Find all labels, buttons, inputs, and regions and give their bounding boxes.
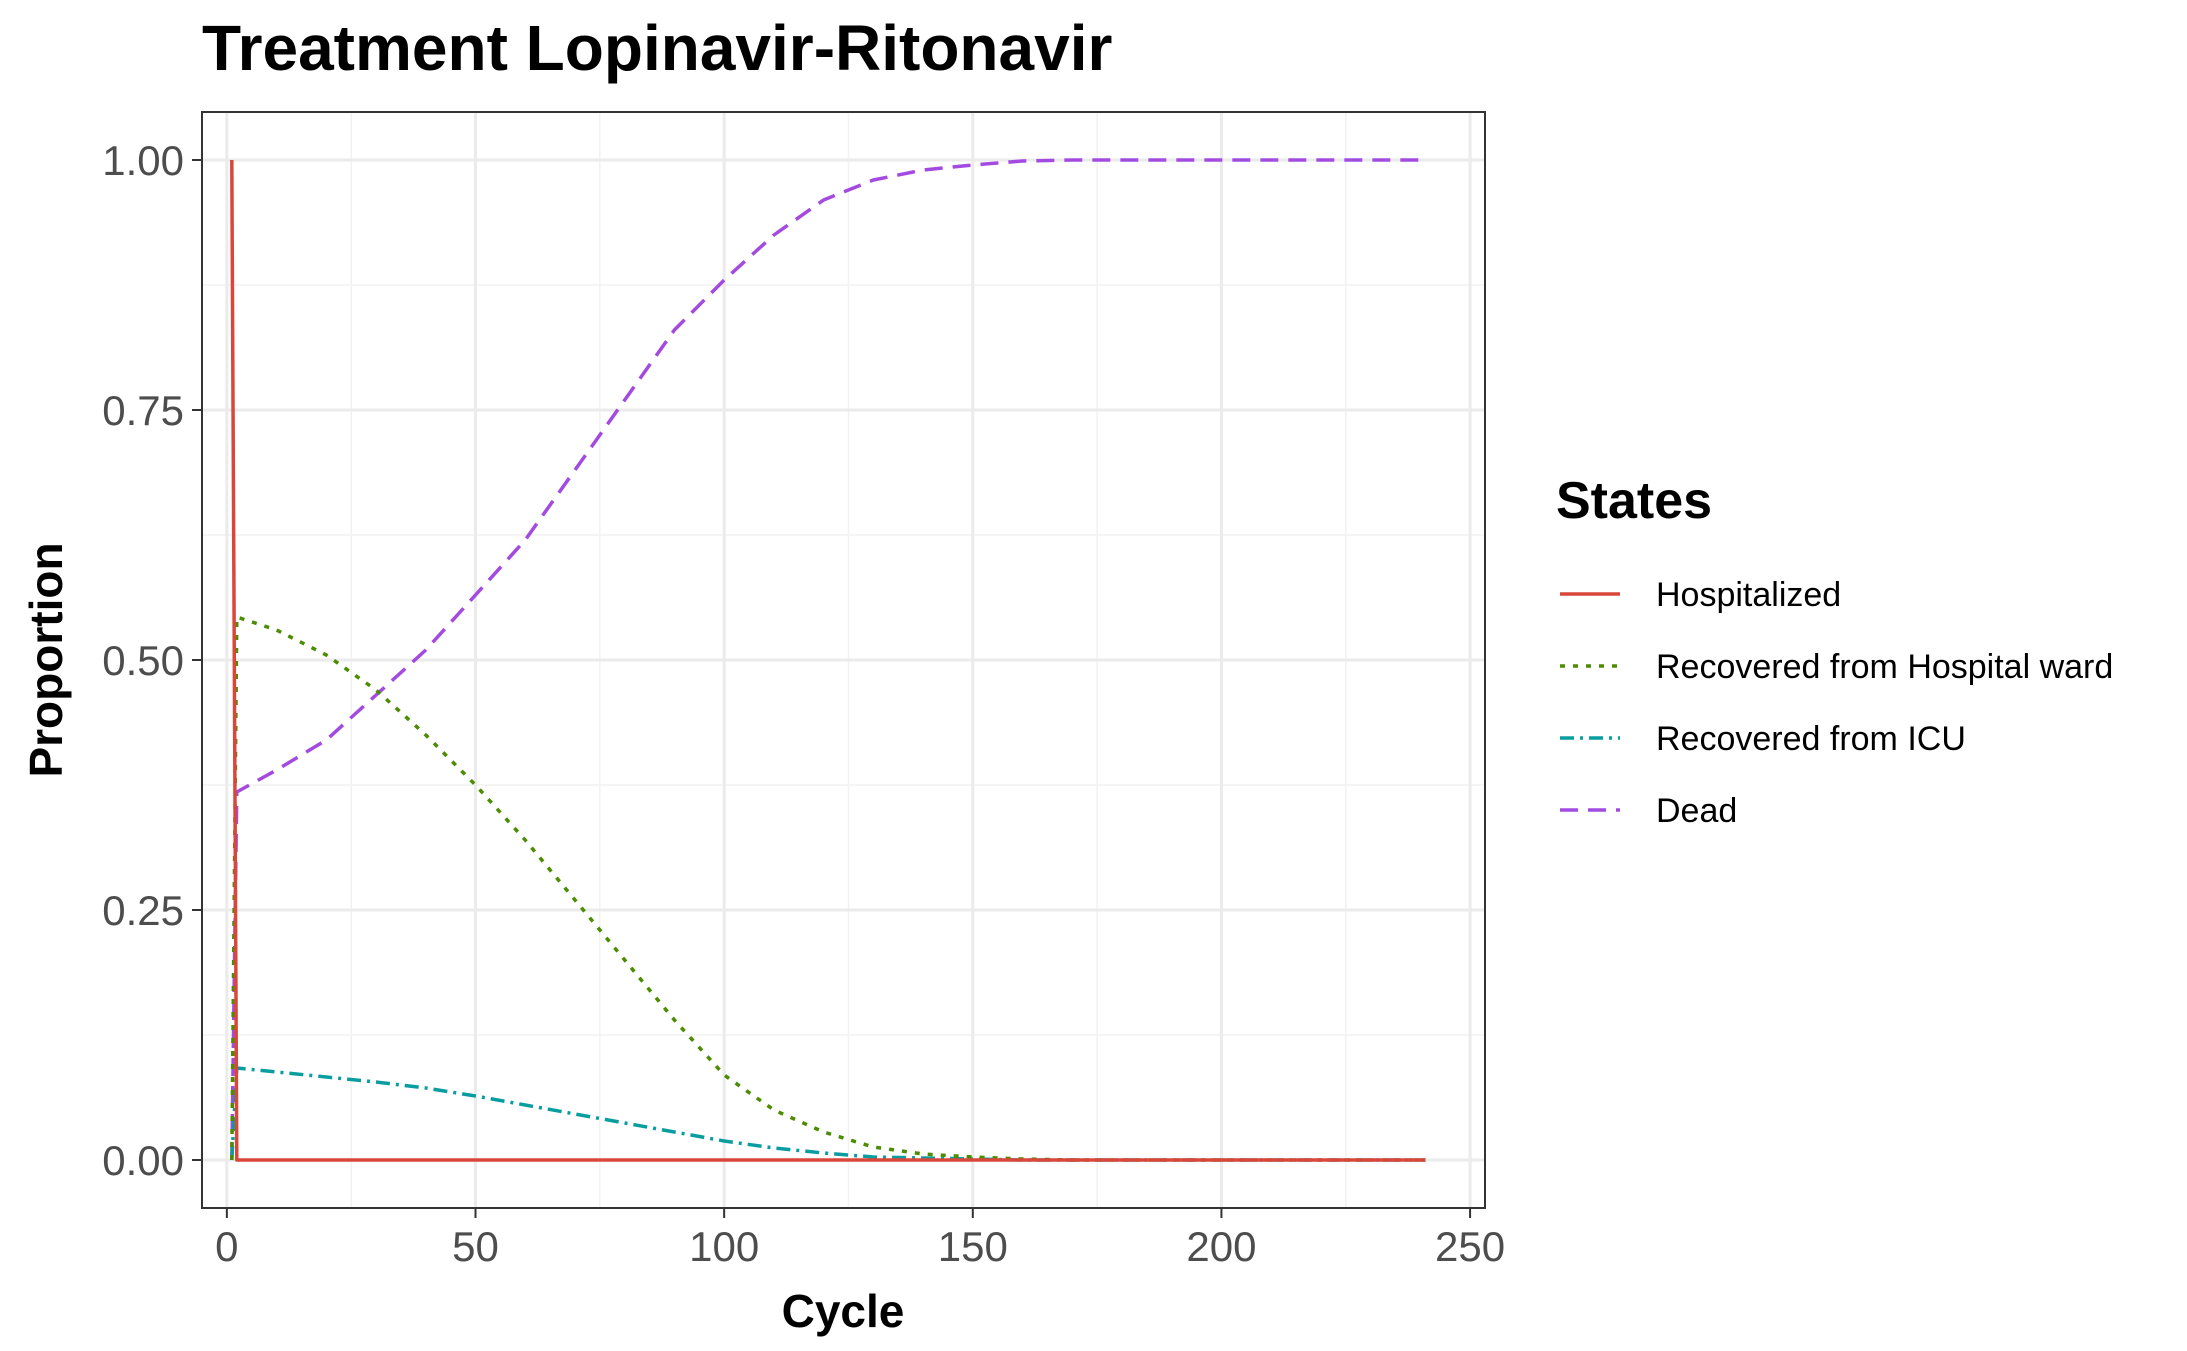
legend-title: States bbox=[1556, 472, 1712, 530]
y-axis-title: Proportion bbox=[20, 542, 72, 777]
chart-title: Treatment Lopinavir-Ritonavir bbox=[202, 12, 1112, 84]
legend-item-dead: Dead bbox=[1560, 792, 1737, 830]
y-tick-label: 0.25 bbox=[102, 887, 184, 934]
x-tick-label: 200 bbox=[1186, 1223, 1256, 1270]
legend-item-hospitalized: Hospitalized bbox=[1560, 576, 1841, 614]
legend-label-dead: Dead bbox=[1656, 792, 1737, 830]
x-tick-label: 100 bbox=[689, 1223, 759, 1270]
y-tick-label: 0.50 bbox=[102, 637, 184, 684]
series-line-recovered-from-hospital-ward bbox=[230, 615, 1426, 1162]
legend-label-hospitalized: Hospitalized bbox=[1656, 576, 1841, 614]
x-tick-label: 0 bbox=[215, 1223, 238, 1270]
y-tick-label: 1.00 bbox=[102, 137, 184, 184]
series-layer bbox=[230, 158, 1426, 1162]
legend-label-recovered-from-hospital-ward: Recovered from Hospital ward bbox=[1656, 648, 2113, 686]
x-axis-title: Cycle bbox=[782, 1285, 905, 1337]
x-tick-label: 150 bbox=[938, 1223, 1008, 1270]
y-tick-label: 0.00 bbox=[102, 1137, 184, 1184]
y-tick-label: 0.75 bbox=[102, 387, 184, 434]
series-line-hospitalized bbox=[230, 159, 1426, 1162]
axis-ticks: 0 50 100 150 200 250 0.00 0.25 0.50 0.75 1.00 bbox=[102, 137, 1505, 1270]
legend-label-recovered-from-icu: Recovered from ICU bbox=[1656, 720, 1966, 758]
series-line-dead bbox=[230, 158, 1426, 1161]
legend: States Hospitalized Recovered from Hospit… bbox=[1556, 472, 2113, 830]
x-tick-label: 250 bbox=[1435, 1223, 1505, 1270]
legend-item-recovered-from-hospital-ward: Recovered from Hospital ward bbox=[1560, 648, 2113, 686]
legend-item-recovered-from-icu: Recovered from ICU bbox=[1560, 720, 1966, 758]
x-tick-label: 50 bbox=[452, 1223, 499, 1270]
